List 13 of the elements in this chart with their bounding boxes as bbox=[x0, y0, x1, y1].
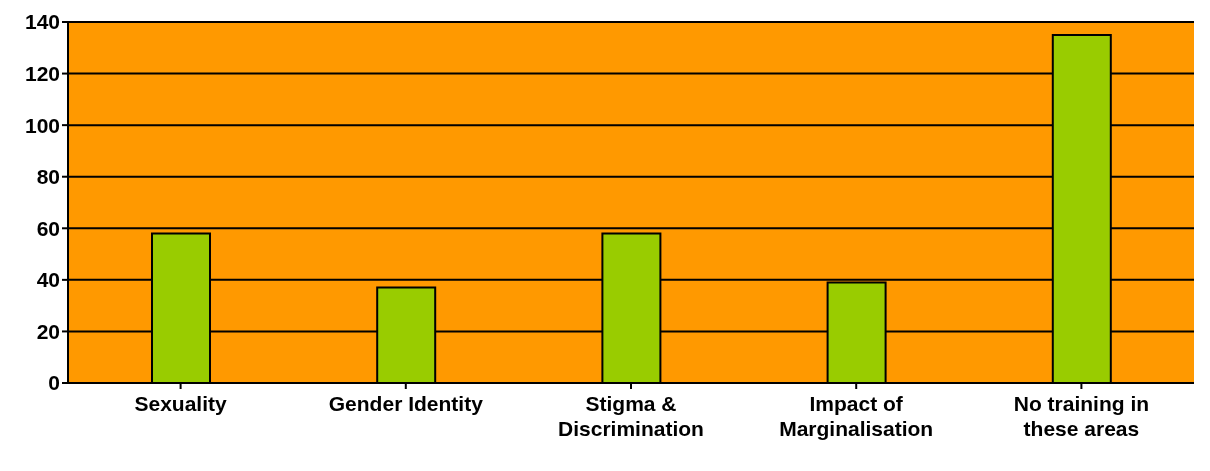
x-tick-label: No training in these areas bbox=[1013, 392, 1150, 440]
x-tick-label: Impact of Marginalisation bbox=[779, 392, 934, 440]
y-tick-label: 80 bbox=[36, 165, 60, 189]
y-tick-label: 60 bbox=[36, 216, 60, 240]
y-tick-label: 20 bbox=[36, 319, 60, 343]
y-tick-label: 40 bbox=[36, 268, 60, 292]
x-tick-label: Stigma & Discrimination bbox=[558, 392, 704, 440]
y-tick-label: 0 bbox=[48, 371, 60, 395]
y-tick-label: 120 bbox=[24, 62, 60, 86]
x-tick-label: Sexuality bbox=[134, 392, 228, 415]
y-tick-label: 140 bbox=[24, 10, 60, 34]
y-tick-label: 100 bbox=[24, 113, 60, 137]
x-tick-label: Gender Identity bbox=[328, 392, 484, 415]
